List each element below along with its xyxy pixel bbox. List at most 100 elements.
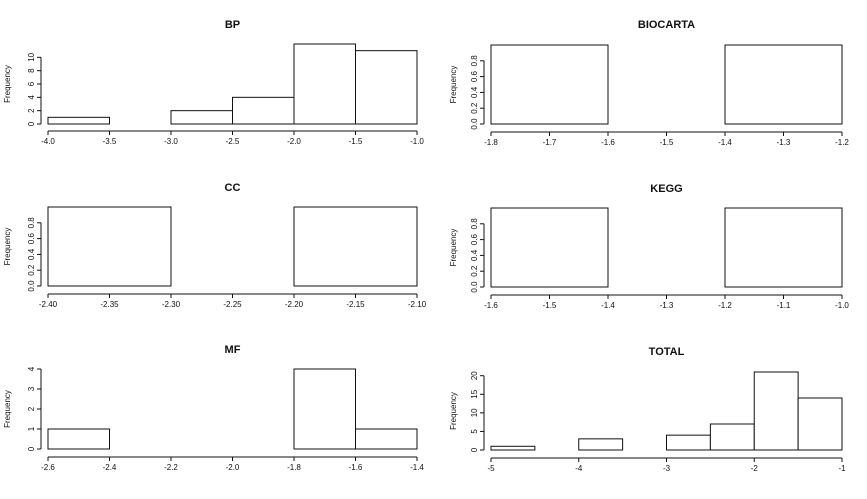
x-tick-label: -3.0 [164,137,178,146]
x-tick-label: -1.6 [601,138,615,147]
histogram-bar [47,206,172,287]
y-axis-label: Frequency [3,228,12,266]
y-tick-label: 0.6 [470,70,479,82]
panel-title: BP [225,19,240,31]
y-tick-label: 1 [27,426,36,431]
y-tick-label: 3 [27,386,36,391]
y-tick-label: 0 [470,447,479,452]
histogram-bar [666,434,711,451]
y-tick-label: 20 [470,371,479,380]
x-tick-label: -2.4 [103,463,117,472]
x-tick-label: -2.5 [226,137,240,146]
x-tick-label: -1.0 [835,301,849,310]
x-tick-label: -2.10 [408,300,427,309]
histogram-bar [170,110,233,125]
histogram-panel-kegg: KEGG -1.6 -1.5 -1.4 -1.3 -1.2 -1.1 -1.0 0.0 0.2 0.… [449,183,849,310]
histogram-bar [490,445,536,451]
x-tick-label: -1.6 [349,463,363,472]
histogram-bar [724,44,843,125]
x-tick-label: -2.15 [346,300,365,309]
y-tick-label: 6 [27,81,36,86]
panel-title: KEGG [650,183,682,195]
panel-title: CC [225,182,241,194]
y-tick-label: 0.0 [470,281,479,293]
y-tick-label: 0.4 [27,248,36,260]
y-tick-label: 0.8 [27,217,36,229]
x-tick-label: -2.0 [287,137,301,146]
x-tick-label: -2.40 [39,300,58,309]
x-tick-label: -2.2 [164,463,178,472]
x-tick-label: -1.5 [349,137,363,146]
x-tick-label: -2.0 [226,463,240,472]
histogram-panel-mf: MF -2.6 -2.4 -2.2 -2.0 -1.8 -1.6 -1.4 0 1 2 3 4 Frequ… [3,344,424,472]
histogram-bar [753,371,799,451]
y-tick-label: 2 [27,406,36,411]
y-tick-label: 2 [27,108,36,113]
histogram-panel-total: TOTAL -5 -4 -3 -2 -1 0 5 10 15 20 Frequency [449,346,846,473]
histogram-bar [578,438,624,451]
y-tick-label: 0 [27,446,36,451]
histogram-bar [355,428,418,450]
x-tick-label: -1.3 [777,138,791,147]
x-tick-label: -2 [751,464,759,473]
histogram-panel-biocarta: BIOCARTA -1.8 -1.7 -1.6 -1.5 -1.4 -1.3 -1.2 0.0 0… [449,19,849,147]
histogram-bar [355,50,418,125]
histogram-bar [709,423,755,451]
panel-title: TOTAL [649,346,685,358]
panel-title: BIOCARTA [638,19,695,31]
y-tick-label: 0.0 [470,118,479,130]
y-tick-label: 0.0 [27,280,36,292]
x-tick-label: -2.25 [223,300,242,309]
x-tick-label: -1.4 [718,138,732,147]
y-axis-label: Frequency [449,392,458,430]
y-tick-label: 0.6 [470,233,479,245]
panel-title: MF [225,344,241,356]
y-tick-label: 0.2 [27,264,36,276]
y-axis-label: Frequency [3,65,12,103]
x-tick-label: -3.5 [103,137,117,146]
y-tick-label: 10 [470,408,479,417]
x-tick-label: -4 [575,464,583,473]
x-tick-label: -1.3 [660,301,674,310]
x-tick-label: -1.1 [777,301,791,310]
x-tick-label: -2.6 [41,463,55,472]
histogram-bar [232,96,295,125]
x-tick-label: -1.8 [484,138,498,147]
x-tick-label: -1.6 [484,301,498,310]
histogram-panel-bp: BP -4.0 -3.5 -3.0 -2.5 -2.0 -1.5 -1.0 0 2 4 6 8 10 Fre… [3,19,424,146]
x-tick-label: -1 [838,464,846,473]
x-tick-label: -1.8 [287,463,301,472]
y-tick-label: 8 [27,68,36,73]
x-tick-label: -1.0 [410,137,424,146]
x-tick-label: -1.2 [835,138,849,147]
y-tick-label: 0.2 [470,102,479,114]
y-tick-label: 4 [27,366,36,371]
y-tick-label: 0.2 [470,265,479,277]
y-axis-label: Frequency [3,390,12,428]
y-tick-label: 10 [27,52,36,61]
x-tick-label: -5 [487,464,495,473]
histogram-bar [490,207,609,288]
y-tick-label: 0.8 [470,218,479,230]
x-tick-label: -1.2 [718,301,732,310]
histogram-bar [47,116,110,125]
histogram-bar [490,44,609,125]
histogram-bar [293,368,356,450]
y-tick-label: 0.4 [470,249,479,261]
x-tick-label: -1.5 [543,301,557,310]
y-tick-label: 0.8 [470,55,479,67]
x-tick-label: -1.7 [543,138,557,147]
x-tick-label: -3 [663,464,671,473]
y-axis-label: Frequency [449,229,458,267]
histogram-bar [724,207,843,288]
y-tick-label: 0.4 [470,86,479,98]
y-tick-label: 0.6 [27,232,36,244]
y-tick-label: 5 [470,429,479,434]
x-tick-label: -1.4 [601,301,615,310]
x-tick-label: -1.4 [410,463,424,472]
x-tick-label: -1.5 [660,138,674,147]
histogram-bar [293,206,418,287]
histogram-bar [47,428,110,450]
histogram-bar [797,397,843,451]
